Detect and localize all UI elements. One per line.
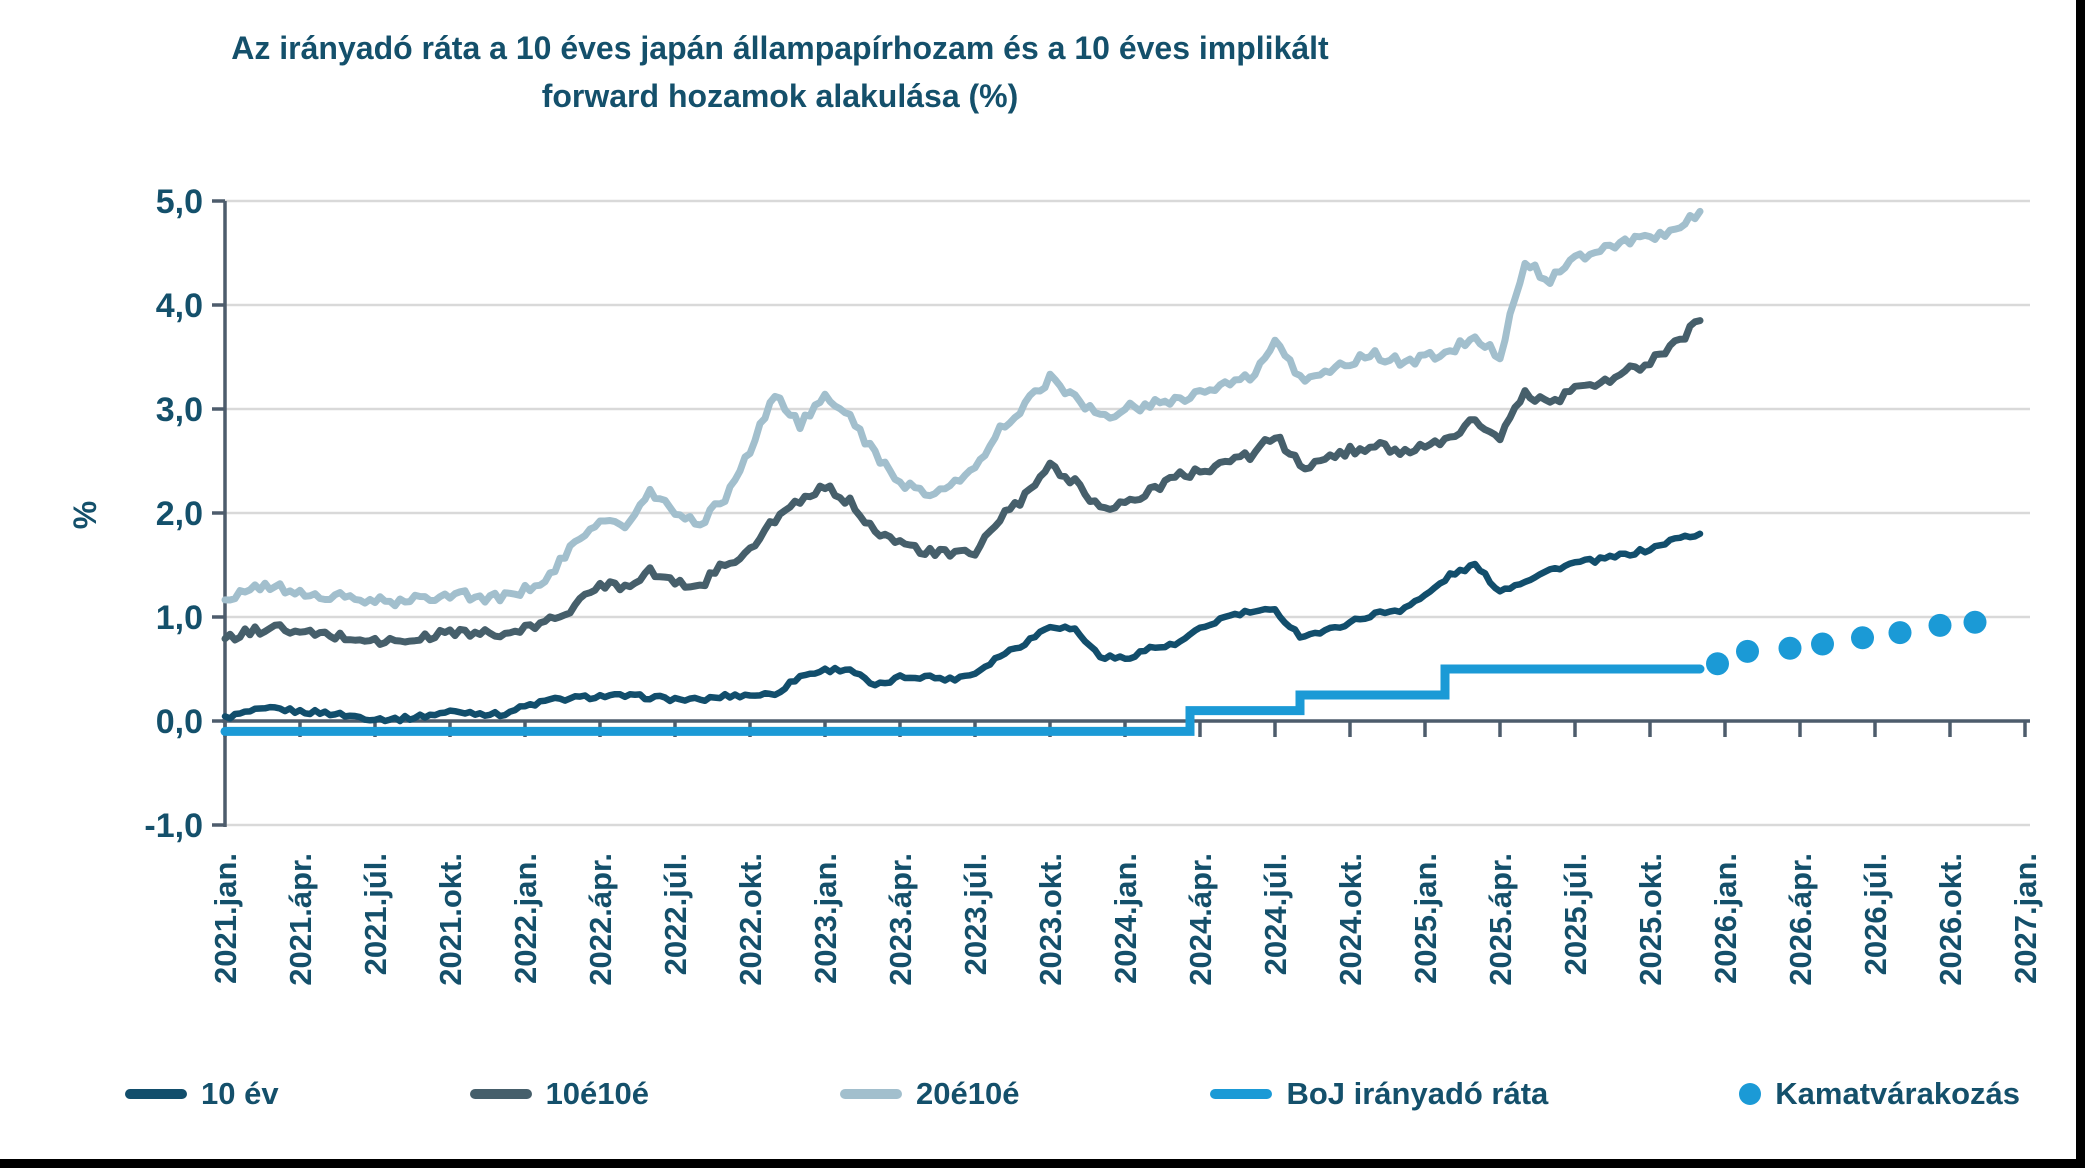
y-tick-label-5: 5,0 xyxy=(156,183,203,221)
rate-expectation-dot-2026.már xyxy=(1778,636,1802,660)
chart-legend: 10 év 10é10é 20é10é BoJ irányadó ráta Ka… xyxy=(125,1062,2020,1126)
x-tick-label-15: 2024.okt. xyxy=(1333,853,1368,986)
legend-label-10ev: 10 év xyxy=(201,1076,279,1111)
x-tick-label-7: 2022.okt. xyxy=(733,853,768,986)
x-tick-label-13: 2024.ápr. xyxy=(1183,853,1218,986)
legend-swatch-boj-rate xyxy=(1210,1089,1273,1099)
legend-label-10e10e: 10é10é xyxy=(545,1076,650,1111)
series-line-10é10é xyxy=(221,317,1704,648)
legend-item-20e10e: 20é10é xyxy=(840,1076,1019,1112)
rate-expectation-dot-2026.okt xyxy=(1963,610,1987,634)
rate-expectation-dot-2026.szept xyxy=(1928,613,1952,637)
x-tick-label-1: 2021.ápr. xyxy=(283,853,318,986)
rate-expectation-dot-2026.jún xyxy=(1851,626,1874,650)
x-tick-label-2: 2021.júl. xyxy=(358,853,393,975)
x-tick-label-8: 2023.jan. xyxy=(808,853,843,984)
x-tick-label-23: 2026.okt. xyxy=(1933,853,1968,986)
rate-expectation-dot-2025.dec xyxy=(1706,652,1729,676)
x-tick-label-10: 2023.júl. xyxy=(958,853,993,975)
x-tick-label-12: 2024.jan. xyxy=(1108,853,1143,984)
x-tick-label-21: 2026.ápr. xyxy=(1783,853,1818,986)
x-tick-label-3: 2021.okt. xyxy=(433,853,468,986)
x-tick-label-4: 2022.jan. xyxy=(508,853,543,984)
x-tick-label-14: 2024.júl. xyxy=(1258,853,1293,975)
x-tick-label-17: 2025.ápr. xyxy=(1483,853,1518,986)
x-tick-label-9: 2023.ápr. xyxy=(883,853,918,986)
y-tick-label-2: 2,0 xyxy=(156,495,203,533)
legend-item-kamatvarakozas: Kamatvárakozás xyxy=(1739,1076,2020,1112)
y-tick-label--1: -1,0 xyxy=(144,807,203,845)
rate-expectation-dot-2026.ápr xyxy=(1811,632,1834,656)
rate-expectation-dot-2026.jan xyxy=(1736,639,1759,663)
x-tick-label-0: 2021.jan. xyxy=(208,853,243,984)
legend-swatch-10e10e xyxy=(469,1089,532,1099)
legend-label-boj-rate: BoJ irányadó ráta xyxy=(1286,1076,1549,1111)
y-tick-label-1: 1,0 xyxy=(156,599,203,637)
legend-swatch-kamatvarakozas-dot xyxy=(1739,1083,1762,1105)
rate-expectation-dot-2026.júl xyxy=(1888,621,1912,645)
legend-item-10ev: 10 év xyxy=(125,1076,279,1112)
series-line-20é10é xyxy=(221,207,1704,610)
legend-item-10e10e: 10é10é xyxy=(469,1076,650,1112)
x-tick-label-16: 2025.jan. xyxy=(1408,853,1443,984)
legend-label-20e10e: 20é10é xyxy=(916,1076,1020,1111)
x-tick-label-22: 2026.júl. xyxy=(1858,853,1893,975)
x-tick-label-20: 2026.jan. xyxy=(1708,853,1743,984)
y-tick-label-0: 0,0 xyxy=(156,703,203,741)
screen-edge-bottom xyxy=(0,1159,2085,1168)
y-tick-label-3: 3,0 xyxy=(156,391,203,429)
x-tick-label-19: 2025.okt. xyxy=(1633,853,1668,986)
legend-label-kamatvarakozas: Kamatvárakozás xyxy=(1775,1076,2020,1111)
x-tick-label-24: 2027.jan. xyxy=(2008,853,2043,984)
y-tick-label-4: 4,0 xyxy=(156,287,203,325)
legend-item-boj-rate: BoJ irányadó ráta xyxy=(1210,1076,1548,1112)
legend-swatch-20e10e xyxy=(840,1089,902,1099)
chart-title: Az irányadó ráta a 10 éves japán állampa… xyxy=(231,30,1329,114)
x-tick-label-11: 2023.okt. xyxy=(1033,853,1068,986)
series-line-10év xyxy=(221,530,1704,725)
legend-swatch-10ev xyxy=(125,1089,187,1099)
x-tick-label-18: 2025.júl. xyxy=(1558,853,1593,975)
x-tick-label-5: 2022.ápr. xyxy=(583,853,618,986)
x-tick-label-6: 2022.júl. xyxy=(658,853,693,975)
screen-edge-right xyxy=(2076,0,2085,1168)
boj-policy-rate-line xyxy=(220,664,1705,736)
